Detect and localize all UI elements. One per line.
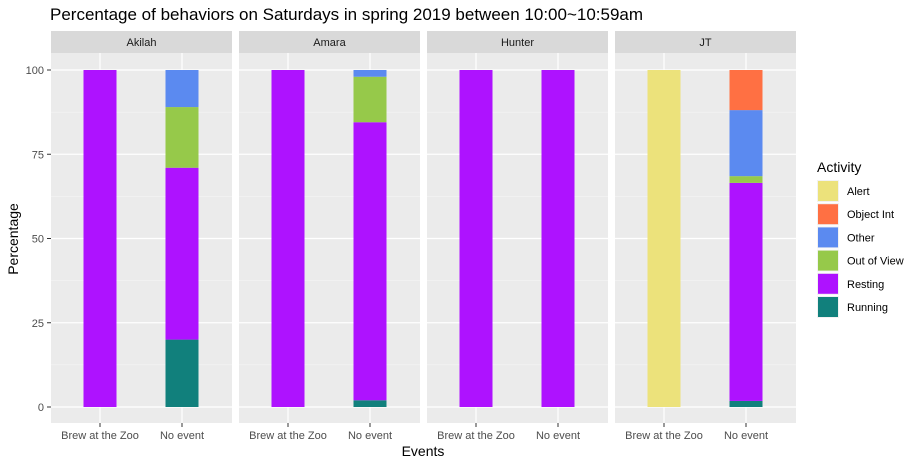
x-tick-label: Brew at the Zoo [249, 430, 327, 442]
x-tick-label: Brew at the Zoo [437, 430, 515, 442]
legend-item-out-of-view: Out of View [817, 249, 904, 272]
legend: Activity Alert Object Int Other Out of View… [817, 159, 904, 318]
legend-label: Out of View [847, 256, 904, 268]
bar-segment-amara-no-event-out-of-view [353, 76, 387, 123]
legend-item-running: Running [817, 296, 888, 318]
legend-swatch [818, 181, 838, 201]
chart-title: Percentage of behaviors on Saturdays in … [50, 5, 643, 24]
facet-strip [239, 31, 420, 53]
bar-segment-akilah-no-event-resting [165, 167, 199, 340]
bar-segment-hunter-no-event-resting [541, 70, 575, 407]
facet-amara: Amara Brew at the Zoo No event [239, 31, 420, 442]
facet-strip-label: Amara [313, 37, 346, 49]
bar-segment-akilah-no-event-running [165, 339, 199, 407]
bar-segment-jt-no-event-resting [729, 182, 763, 401]
facet-jt: JT Brew at the Zoo No event [615, 31, 796, 442]
facet-strip [51, 31, 232, 53]
legend-label: Resting [847, 279, 884, 291]
facet-strip-label: Hunter [501, 37, 534, 49]
y-tick-label: 75 [32, 149, 44, 161]
legend-swatch [818, 297, 838, 317]
legend-swatch [818, 204, 838, 225]
x-axis-title: Events [402, 443, 445, 459]
x-tick-label: No event [348, 430, 392, 442]
bar-segment-jt-no-event-out-of-view [729, 176, 763, 183]
facet-panels: Akilah Brew at the Zoo No event Amara Brew a… [26, 31, 796, 442]
bar-segment-amara-no-event-resting [353, 122, 387, 401]
y-tick-label: 0 [38, 402, 44, 414]
bar-segment-jt-brew-at-the-zoo-alert [647, 70, 681, 407]
x-tick-label: No event [724, 430, 768, 442]
legend-item-resting: Resting [817, 272, 884, 295]
legend-swatch [818, 227, 838, 248]
y-tick-label: 50 [32, 234, 44, 246]
facet-strip-label: Akilah [127, 37, 157, 49]
bar-segment-akilah-no-event-out-of-view [165, 107, 199, 168]
y-tick-label: 25 [32, 318, 44, 330]
facet-hunter: Hunter Brew at the Zoo No event [427, 31, 608, 442]
bar-segment-hunter-brew-at-the-zoo-resting [459, 70, 493, 407]
facet-akilah: Akilah Brew at the Zoo No event [51, 31, 232, 442]
bar-segment-jt-no-event-object-int [729, 70, 763, 111]
y-tick-label: 100 [26, 65, 44, 77]
x-tick-label: No event [160, 430, 204, 442]
legend-label: Running [847, 302, 888, 314]
legend-label: Alert [847, 186, 870, 198]
x-tick-label: Brew at the Zoo [61, 430, 139, 442]
legend-item-alert: Alert [817, 180, 870, 202]
y-axis: 0 25 50 75 100 [26, 65, 51, 414]
legend-label: Other [847, 232, 875, 244]
legend-label: Object Int [847, 209, 894, 221]
facet-strip-label: JT [699, 37, 712, 49]
bar-segment-akilah-no-event-other [165, 70, 199, 108]
bar-segment-jt-no-event-running [729, 400, 763, 407]
bar-segment-amara-brew-at-the-zoo-resting [271, 70, 305, 407]
legend-title: Activity [817, 159, 861, 175]
legend-swatch [818, 250, 838, 271]
x-tick-label: Brew at the Zoo [625, 430, 703, 442]
y-axis-title: Percentage [5, 203, 21, 275]
legend-item-other: Other [817, 226, 875, 249]
facet-strip [427, 31, 608, 53]
facet-strip [615, 31, 796, 53]
legend-item-object-int: Object Int [817, 203, 894, 226]
bar-segment-akilah-brew-at-the-zoo-resting [83, 70, 117, 407]
bar-segment-amara-no-event-running [353, 400, 387, 407]
bar-segment-amara-no-event-other [353, 70, 387, 77]
legend-swatch [818, 273, 838, 294]
x-tick-label: No event [536, 430, 580, 442]
bar-segment-jt-no-event-other [729, 110, 763, 177]
